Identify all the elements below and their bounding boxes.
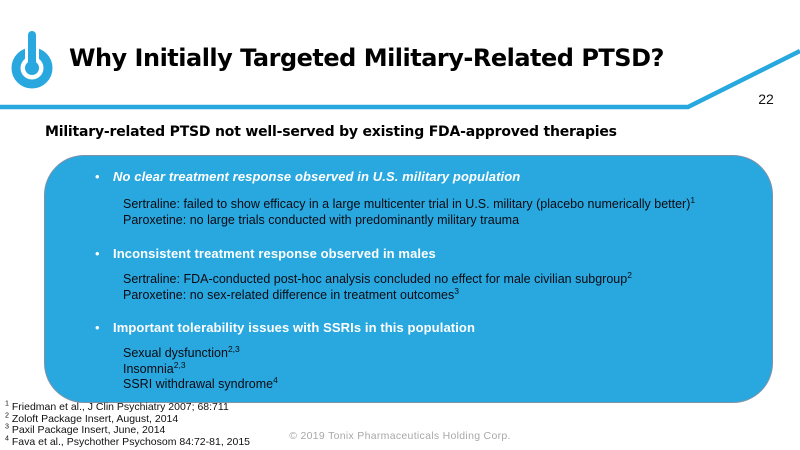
sub-line: Sexual dysfunction2,3 bbox=[123, 343, 278, 362]
footnote-text: Fava et al., Psychother Psychosom 84:72-… bbox=[8, 435, 251, 448]
footnotes: 1 Friedman et al., J Clin Psychiatry 200… bbox=[5, 399, 251, 449]
bullet-label: Inconsistent treatment response observed… bbox=[113, 246, 436, 261]
bullet-dot: • bbox=[95, 169, 100, 184]
sub-line: Insomnia2,3 bbox=[123, 359, 278, 378]
footnote-text: Zoloft Package Insert, August, 2014 bbox=[8, 412, 179, 425]
citation-superscript: 2,3 bbox=[227, 343, 240, 354]
citation-superscript: 3 bbox=[454, 285, 459, 296]
slide-page-number: 22 bbox=[758, 91, 774, 107]
content-box: • No clear treatment response observed i… bbox=[44, 155, 773, 403]
footnote-text: Paxil Package Insert, June, 2014 bbox=[8, 424, 166, 436]
footnote-text: Friedman et al., J Clin Psychiatry 2007;… bbox=[8, 401, 229, 413]
copyright-notice: © 2019 Tonix Pharmaceuticals Holding Cor… bbox=[289, 430, 511, 442]
bullet-item: • No clear treatment response observed i… bbox=[45, 169, 772, 184]
bullet-sub-block: Sertraline: failed to show efficacy in a… bbox=[123, 194, 696, 229]
bullet-dot: • bbox=[95, 246, 100, 261]
footnote: 4 Fava et al., Psychother Psychosom 84:7… bbox=[5, 434, 251, 449]
bullet-label: No clear treatment response observed in … bbox=[113, 169, 521, 184]
bullet-sub-block: Sexual dysfunction2,3 Insomnia2,3 SSRI w… bbox=[123, 343, 278, 393]
slide-subtitle: Military-related PTSD not well-served by… bbox=[45, 124, 617, 140]
footnote: 2 Zoloft Package Insert, August, 2014 bbox=[5, 411, 250, 426]
footnote-marker: 3 bbox=[5, 422, 9, 431]
footnote: 3 Paxil Package Insert, June, 2014 bbox=[5, 422, 250, 437]
footnote: 1 Friedman et al., J Clin Psychiatry 200… bbox=[5, 399, 250, 414]
citation-superscript: 2,3 bbox=[173, 359, 186, 370]
footnote-marker: 4 bbox=[5, 434, 9, 442]
bullet-dot: • bbox=[95, 320, 100, 335]
sub-line-text: SSRI withdrawal syndrome bbox=[123, 377, 274, 391]
citation-superscript: 1 bbox=[690, 194, 696, 205]
sub-line-text: Sertraline: failed to show efficacy in a… bbox=[123, 197, 691, 211]
sub-line: Sertraline: failed to show efficacy in a… bbox=[123, 194, 696, 213]
citation-superscript: 4 bbox=[273, 374, 278, 385]
footnote-marker: 2 bbox=[5, 411, 9, 419]
sub-line-text: Paroxetine: no large trials conducted wi… bbox=[123, 212, 520, 227]
sub-line-text: Sertraline: FDA-conducted post-hoc analy… bbox=[123, 272, 628, 286]
bullet-item: • Inconsistent treatment response observ… bbox=[45, 246, 772, 261]
sub-line: Sertraline: FDA-conducted post-hoc analy… bbox=[123, 269, 632, 288]
sub-line: Paroxetine: no sex-related difference in… bbox=[123, 285, 632, 304]
bullet-item: • Important tolerability issues with SSR… bbox=[45, 320, 772, 335]
sub-line: SSRI withdrawal syndrome4 bbox=[123, 374, 278, 393]
sub-line: Paroxetine: no large trials conducted wi… bbox=[123, 213, 695, 229]
footnote-marker: 1 bbox=[5, 399, 9, 408]
citation-superscript: 2 bbox=[627, 269, 632, 280]
sub-line-text: Paroxetine: no sex-related difference in… bbox=[123, 287, 455, 302]
sub-line-text: Sexual dysfunction bbox=[123, 346, 228, 360]
power-button-icon bbox=[11, 28, 53, 89]
slide-title: Why Initially Targeted Military-Related … bbox=[69, 44, 664, 72]
sub-line-text: Insomnia bbox=[123, 361, 174, 376]
bullet-label: Important tolerability issues with SSRIs… bbox=[113, 320, 475, 335]
bullet-sub-block: Sertraline: FDA-conducted post-hoc analy… bbox=[123, 269, 632, 304]
